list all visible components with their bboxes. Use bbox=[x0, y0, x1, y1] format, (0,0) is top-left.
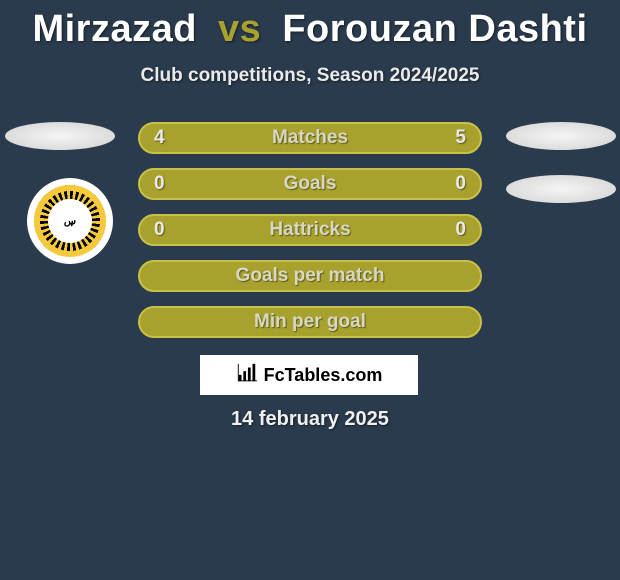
stat-left-value: 4 bbox=[154, 127, 165, 149]
player2-name: Forouzan Dashti bbox=[282, 8, 587, 50]
stat-left-value: 0 bbox=[154, 173, 165, 195]
stat-label: Matches bbox=[140, 127, 480, 149]
stat-bar-min-per-goal: Min per goal bbox=[138, 306, 482, 338]
page-title: Mirzazad vs Forouzan Dashti bbox=[0, 0, 620, 51]
date-label: 14 february 2025 bbox=[0, 408, 620, 431]
club-badge-core: ڛ bbox=[48, 199, 92, 243]
bar-chart-icon bbox=[236, 362, 258, 389]
fctables-text: FcTables.com bbox=[264, 365, 383, 386]
player2-silhouette-base bbox=[506, 122, 616, 150]
club-badge-ring: ڛ bbox=[34, 185, 106, 257]
stat-label: Hattricks bbox=[140, 219, 480, 241]
club-badge: ڛ bbox=[27, 178, 113, 264]
stat-left-value: 0 bbox=[154, 219, 165, 241]
stat-bars: 4 Matches 5 0 Goals 0 0 Hattricks 0 Goal… bbox=[138, 122, 482, 352]
stat-right-value: 0 bbox=[455, 219, 466, 241]
comparison-card: Mirzazad vs Forouzan Dashti Club competi… bbox=[0, 0, 620, 580]
player2-shadow bbox=[506, 175, 616, 203]
fctables-logo: FcTables.com bbox=[200, 355, 418, 395]
stat-label: Goals per match bbox=[236, 265, 385, 287]
stat-bar-hattricks: 0 Hattricks 0 bbox=[138, 214, 482, 246]
stat-bar-goals: 0 Goals 0 bbox=[138, 168, 482, 200]
stat-bar-matches: 4 Matches 5 bbox=[138, 122, 482, 154]
vs-label: vs bbox=[218, 8, 261, 50]
player1-name: Mirzazad bbox=[32, 8, 196, 50]
stat-label: Goals bbox=[140, 173, 480, 195]
stat-bar-goals-per-match: Goals per match bbox=[138, 260, 482, 292]
stat-right-value: 5 bbox=[455, 127, 466, 149]
stat-right-value: 0 bbox=[455, 173, 466, 195]
subtitle: Club competitions, Season 2024/2025 bbox=[0, 65, 620, 87]
stat-label: Min per goal bbox=[254, 311, 366, 333]
player1-silhouette-base bbox=[5, 122, 115, 150]
